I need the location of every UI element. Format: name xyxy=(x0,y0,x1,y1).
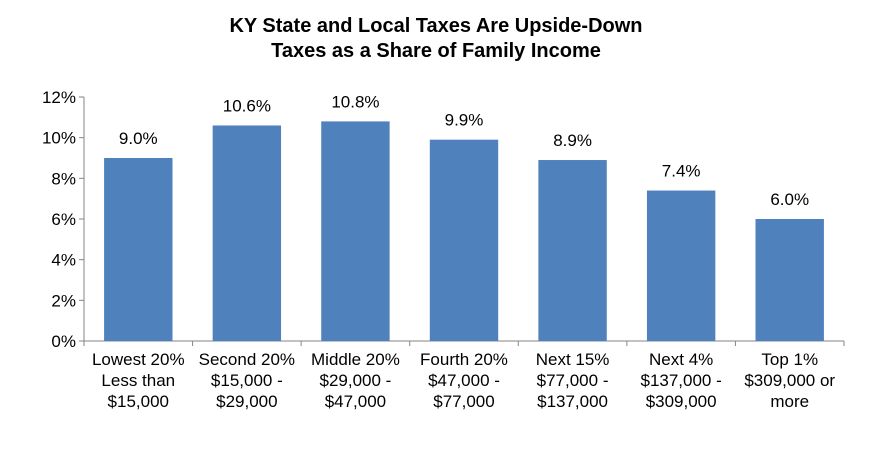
data-label: 10.8% xyxy=(331,92,379,111)
category-label-line: $77,000 - xyxy=(537,371,609,390)
data-label: 9.9% xyxy=(445,111,484,130)
category-label: Second 20% $15,000 - $29,000 xyxy=(199,350,295,411)
category-label-line: $15,000 - xyxy=(211,371,283,390)
bar xyxy=(755,219,824,341)
data-label: 7.4% xyxy=(662,162,701,181)
category-label: Fourth 20% $47,000 - $77,000 xyxy=(420,350,508,411)
category-label-line: $77,000 xyxy=(433,392,494,411)
category-label-line: Next 4% xyxy=(649,350,713,369)
category-label-line: $137,000 - xyxy=(640,371,721,390)
y-tick-label: 2% xyxy=(51,291,76,310)
category-label-line: Next 15% xyxy=(536,350,610,369)
chart-title: KY State and Local Taxes Are Upside-Down xyxy=(229,15,643,37)
category-label-line: $309,000 xyxy=(646,392,717,411)
bar xyxy=(321,121,390,342)
category-label-line: $47,000 - xyxy=(428,371,500,390)
category-label-line: $47,000 xyxy=(325,392,386,411)
data-label: 10.6% xyxy=(223,96,271,115)
chart-subtitle: Taxes as a Share of Family Income xyxy=(271,40,601,62)
category-label-line: Less than xyxy=(101,371,175,390)
bar xyxy=(646,190,716,341)
bar xyxy=(104,158,173,341)
category-label-line: $309,000 or xyxy=(744,371,835,390)
category-label: Lowest 20% Less than $15,000 xyxy=(92,350,185,411)
data-label: 6.0% xyxy=(770,190,809,209)
bar xyxy=(538,160,607,341)
category-label: Next 4% $137,000 - $309,000 xyxy=(640,350,721,411)
category-label-line: Middle 20% xyxy=(311,350,400,369)
category-label-line: more xyxy=(770,392,809,411)
y-tick-label: 6% xyxy=(51,210,76,229)
category-label-line: $29,000 - xyxy=(320,371,392,390)
y-tick-label: 8% xyxy=(51,169,76,188)
data-label: 8.9% xyxy=(553,131,592,150)
category-label-line: $15,000 xyxy=(108,392,169,411)
y-tick-label: 10% xyxy=(42,129,76,148)
y-tick-label: 12% xyxy=(42,88,76,107)
category-label-line: Top 1% xyxy=(761,350,818,369)
category-label-line: Fourth 20% xyxy=(420,350,508,369)
category-label-line: $29,000 xyxy=(216,392,277,411)
category-label-line: Lowest 20% xyxy=(92,350,185,369)
bar xyxy=(212,125,282,341)
category-label: Next 15% $77,000 - $137,000 xyxy=(536,350,610,411)
data-label: 9.0% xyxy=(119,129,158,148)
category-label: Top 1% $309,000 or more xyxy=(744,350,835,411)
category-label-line: Second 20% xyxy=(199,350,295,369)
y-tick-label: 4% xyxy=(51,251,76,270)
y-tick-label: 0% xyxy=(51,332,76,351)
category-label: Middle 20% $29,000 - $47,000 xyxy=(311,350,400,411)
bar xyxy=(429,139,499,341)
category-label-line: $137,000 xyxy=(537,392,608,411)
